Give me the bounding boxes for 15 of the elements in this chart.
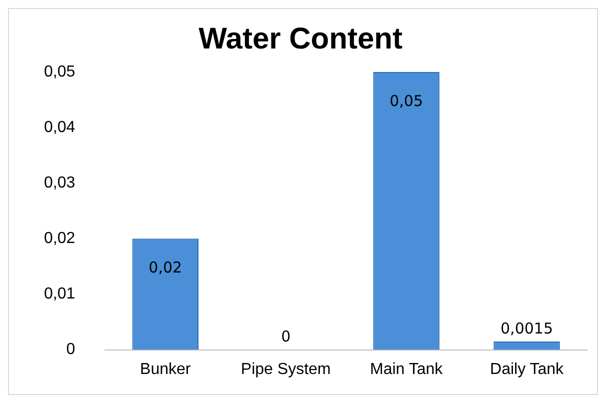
x-tick-label: Pipe System — [240, 360, 331, 378]
x-tick-label: Daily Tank — [490, 360, 565, 378]
x-tick-label: Main Tank — [370, 360, 444, 378]
data-label: 0 — [281, 328, 291, 346]
data-label: 0,0015 — [500, 319, 554, 338]
data-label: 0,02 — [148, 258, 182, 277]
x-tick-label: Bunker — [140, 360, 192, 378]
y-tick-label: 0,02 — [44, 230, 76, 248]
chart-title: Water Content — [198, 22, 402, 56]
data-label: 0,05 — [390, 92, 424, 110]
y-tick-label: 0,03 — [44, 174, 76, 192]
y-tick-label: 0,01 — [44, 286, 76, 303]
y-tick-label: 0,04 — [44, 118, 76, 136]
y-tick-label: 0 — [66, 341, 76, 358]
y-tick-label: 0,05 — [44, 63, 76, 80]
